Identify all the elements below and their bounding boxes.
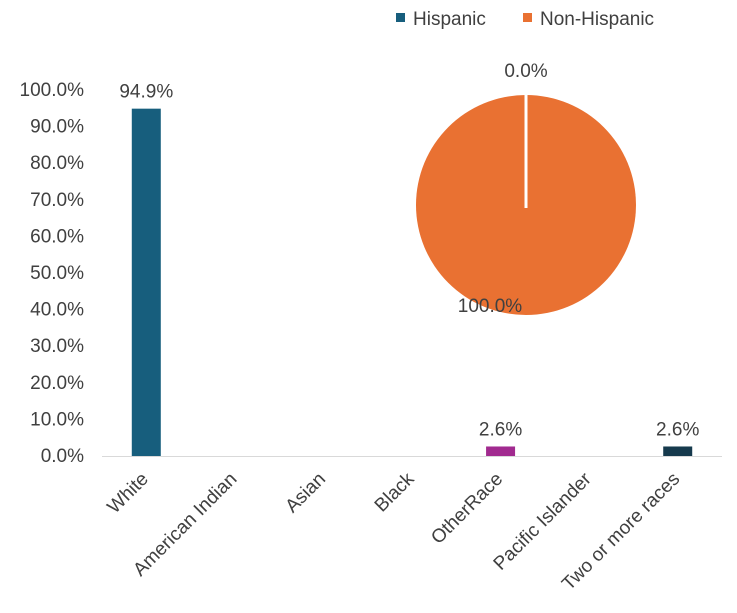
y-tick-label: 30.0% bbox=[30, 336, 84, 357]
x-tick-label: OtherRace bbox=[427, 469, 507, 549]
bar-white bbox=[131, 108, 161, 456]
y-tick-label: 20.0% bbox=[30, 373, 84, 394]
y-tick-label: 50.0% bbox=[30, 263, 84, 284]
bar-data-label: 2.6% bbox=[479, 419, 522, 440]
x-tick-label: White bbox=[104, 469, 153, 518]
y-tick-label: 100.0% bbox=[20, 80, 85, 101]
bar-series: 94.9% 2.6% 2.6% bbox=[119, 82, 699, 456]
y-tick-label: 70.0% bbox=[30, 190, 84, 211]
bar-two-or-more-races bbox=[663, 446, 693, 456]
y-tick-label: 10.0% bbox=[30, 409, 84, 430]
bar-data-label: 2.6% bbox=[656, 419, 699, 440]
bar-data-label: 94.9% bbox=[119, 82, 173, 103]
x-tick-label: Asian bbox=[282, 469, 330, 517]
y-tick-label: 80.0% bbox=[30, 153, 84, 174]
legend-swatch bbox=[396, 13, 405, 22]
bar-otherrace bbox=[486, 446, 516, 456]
y-tick-label: 40.0% bbox=[30, 300, 84, 321]
y-tick-label: 0.0% bbox=[41, 446, 84, 467]
legend-label: Non-Hispanic bbox=[540, 9, 654, 30]
y-tick-label: 60.0% bbox=[30, 226, 84, 247]
x-tick-label: Black bbox=[371, 468, 419, 516]
pie-legend: Hispanic Non-Hispanic bbox=[396, 9, 654, 30]
bar-y-axis: 0.0% 10.0% 20.0% 30.0% 40.0% 50.0% 60.0% 70.0% 8… bbox=[20, 80, 722, 467]
legend-swatch bbox=[523, 13, 532, 22]
pie-data-label: 0.0% bbox=[504, 61, 547, 82]
y-tick-label: 90.0% bbox=[30, 117, 84, 138]
pie-chart: 0.0% 100.0% bbox=[416, 61, 636, 317]
legend-label: Hispanic bbox=[413, 9, 486, 30]
pie-data-label: 100.0% bbox=[458, 296, 523, 317]
